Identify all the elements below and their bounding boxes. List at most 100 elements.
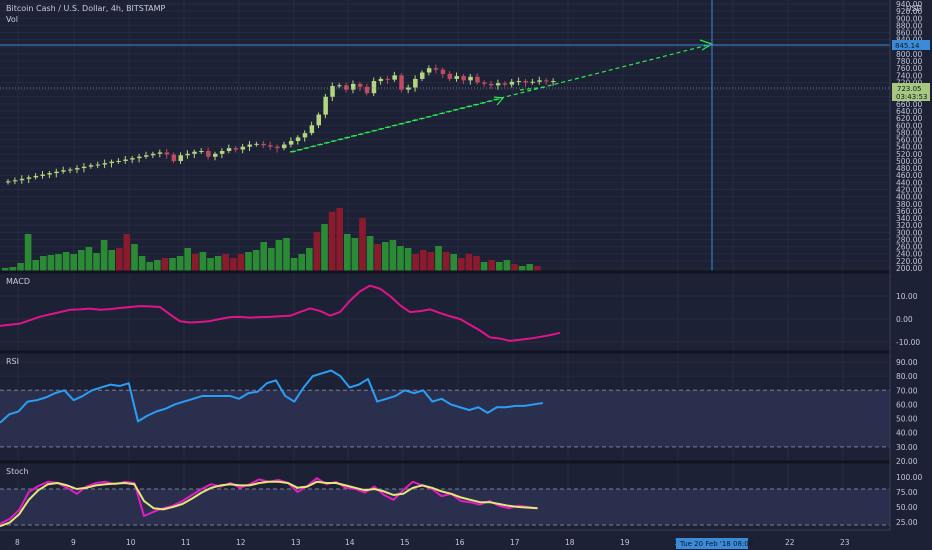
rsi-tick: 50.00	[896, 415, 918, 424]
stoch-tick: 100.00	[896, 473, 922, 482]
volume-bar	[138, 256, 146, 272]
volume-bar	[442, 252, 450, 272]
price-tick: 440.00	[896, 178, 922, 187]
price-tick: 300.00	[896, 228, 922, 237]
price-tick: 260.00	[896, 243, 922, 252]
crosshair-price-tag: 845.14	[892, 40, 930, 50]
volume-bar	[32, 260, 39, 272]
indicator-bands	[0, 389, 890, 526]
candle-body	[406, 87, 411, 90]
volume-bar	[404, 248, 412, 272]
price-tick: 360.00	[896, 207, 922, 216]
time-tick: 8	[15, 538, 20, 547]
volume-bar	[161, 258, 169, 272]
pane-separators[interactable]	[0, 270, 932, 464]
indicator-lines	[0, 284, 561, 528]
candle-body	[282, 144, 287, 149]
volume-bar	[534, 266, 541, 272]
price-tick: 900.00	[896, 14, 922, 23]
stoch-tick: 50.00	[896, 503, 918, 512]
trend-drawings[interactable]	[0, 0, 890, 272]
rsi-tick: 80.00	[896, 372, 918, 381]
candle-body	[489, 83, 494, 86]
time-tick: 22	[785, 538, 795, 547]
candle-body	[337, 85, 342, 87]
volume-bar	[435, 246, 442, 272]
svg-text:03:43:53: 03:43:53	[896, 93, 927, 101]
rsi-tick: 40.00	[896, 429, 918, 438]
volume-bar	[108, 250, 115, 272]
candle-body	[440, 69, 446, 74]
volume-bar	[374, 244, 381, 272]
time-tick: 10	[126, 538, 136, 547]
volume-bar	[397, 246, 404, 272]
candle-body	[482, 82, 487, 84]
candle-body	[295, 137, 301, 141]
volume-bar	[389, 240, 397, 272]
candle-body	[171, 154, 177, 161]
volume-bar	[184, 248, 191, 272]
volume-bar	[154, 260, 161, 272]
candle-body	[130, 158, 135, 160]
price-tick: 220.00	[896, 257, 922, 266]
candle-body	[399, 75, 404, 90]
stoch-d-line	[0, 480, 538, 528]
macd-line	[0, 284, 561, 342]
price-tick: 460.00	[896, 171, 922, 180]
volume-bar	[382, 242, 389, 272]
volume-bar	[2, 268, 9, 272]
price-tick: 940.00	[896, 0, 922, 9]
rsi-line	[0, 369, 543, 424]
price-tick: 720.00	[896, 78, 922, 87]
candle-body	[288, 140, 294, 145]
candle-body	[371, 81, 377, 94]
last-price-tag: 723.05 03:43:53	[892, 83, 930, 101]
price-tick: 780.00	[896, 57, 922, 66]
price-tick: 400.00	[896, 193, 922, 202]
candle-body	[302, 133, 308, 138]
volume-bar	[275, 240, 283, 272]
price-tick: 620.00	[896, 114, 922, 123]
candle-body	[461, 76, 466, 81]
candle-body	[95, 164, 101, 166]
volume-bar	[55, 254, 62, 272]
volume-bar	[290, 258, 298, 272]
candle-body	[185, 153, 190, 156]
volume-bar	[146, 262, 153, 272]
candle-body	[544, 80, 549, 82]
volume-bar	[412, 254, 419, 272]
candle-body	[40, 174, 45, 176]
candle-body	[378, 78, 384, 82]
volume-bar	[93, 253, 100, 272]
price-tick: 860.00	[896, 29, 922, 38]
candle-body	[109, 161, 114, 164]
volume-bar	[176, 256, 184, 272]
crosshair-time-tag: Tue 20 Feb '18 08:00	[676, 538, 753, 549]
candle-body	[47, 173, 52, 175]
volume-bar	[526, 264, 533, 272]
volume-bar	[306, 248, 313, 272]
price-tick: 560.00	[896, 136, 922, 145]
volume-bar	[450, 254, 457, 272]
candle-body	[199, 150, 204, 152]
candle-body	[537, 80, 542, 82]
candle-body	[213, 153, 218, 157]
price-tick: 580.00	[896, 128, 922, 137]
volume-bar	[328, 212, 336, 272]
candle-body	[123, 159, 128, 161]
price-tick: 520.00	[896, 150, 922, 159]
volume-bar	[260, 242, 267, 272]
volume-bar	[100, 240, 108, 272]
volume-bar	[336, 208, 343, 272]
svg-text:845.14: 845.14	[895, 42, 920, 50]
volume-bar	[465, 254, 473, 272]
price-tick: 660.00	[896, 100, 922, 109]
candle-body	[502, 83, 508, 85]
volume-bar	[283, 238, 290, 272]
candle-body	[551, 81, 556, 83]
volume-bar	[511, 264, 518, 272]
candle-body	[357, 83, 363, 87]
rsi-tick: 30.00	[896, 443, 918, 452]
time-tick: 18	[565, 538, 575, 547]
